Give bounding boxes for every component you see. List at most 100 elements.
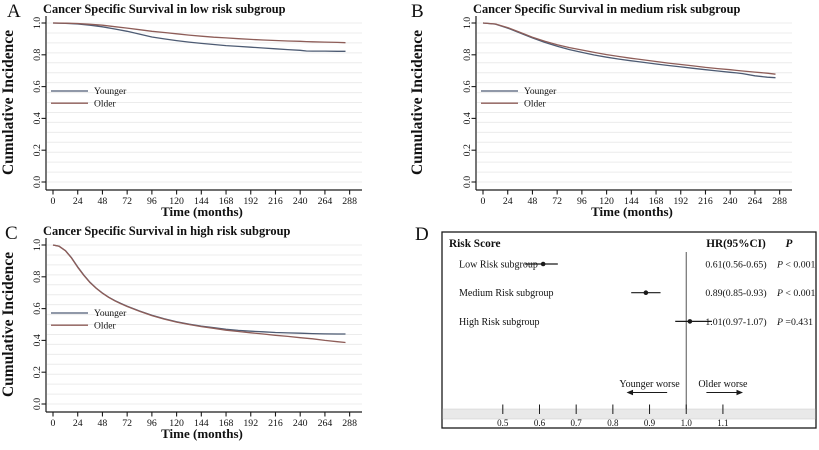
x-tick-label: 240 <box>293 196 308 207</box>
x-axis-title: Time (months) <box>161 204 243 219</box>
panel-b-letter: B <box>411 1 424 22</box>
y-tick-label: 0.8 <box>32 49 43 61</box>
annotation-left: Younger worse <box>619 379 680 390</box>
forest-plot: Risk Score HR(95%CI) P Low Risk subgroup 0.6… <box>441 231 817 429</box>
x-tick-label: 96 <box>577 196 587 207</box>
x-tick-label: 48 <box>98 196 108 207</box>
series-older <box>482 22 776 75</box>
y-tick-label: 0.6 <box>32 80 43 92</box>
y-tick-label: 0.4 <box>32 334 43 346</box>
x-axis-title: Time (months) <box>161 426 243 441</box>
x-tick-label: 216 <box>698 196 713 207</box>
y-tick-label: 0.4 <box>462 112 473 124</box>
x-tick-label: 168 <box>649 196 664 207</box>
x-tick-label: 24 <box>73 418 83 429</box>
x-tick-label: 120 <box>169 418 184 429</box>
axis-tick-label: 1.1 <box>717 418 728 428</box>
y-axis-title: Cumulative Incidence <box>0 30 17 175</box>
legend-label-older: Older <box>524 99 546 109</box>
chart-title: Cancer Specific Survival in low risk sub… <box>43 2 286 16</box>
survival-chart-high-risk: 0.0 0.2 0.4 0.6 0.8 1.0 0 24 48 72 96 120 144 168 192 2… <box>0 224 362 441</box>
y-tick-label: 0.2 <box>462 144 473 156</box>
legend-label-older: Older <box>94 321 116 331</box>
survival-chart-medium-risk: 0.0 0.2 0.4 0.6 0.8 1.0 0 24 48 72 96 120 144 168 192 2… <box>409 2 792 219</box>
x-tick-label: 216 <box>268 196 283 207</box>
x-tick-label: 144 <box>194 418 209 429</box>
hr-text: 0.61(0.56-0.65) <box>705 259 766 270</box>
legend-label-younger: Younger <box>94 87 127 97</box>
y-tick-label: 0.0 <box>32 398 43 410</box>
panel-d-letter: D <box>415 224 429 245</box>
p-text: P < 0.001 <box>776 288 816 299</box>
y-tick-label: 0.2 <box>32 144 43 156</box>
y-tick-label: 1.0 <box>462 17 473 29</box>
panel-c: C 0.0 0.2 0.4 0.6 0.8 1.0 0 24 48 72 96 120 144 168 19… <box>0 222 409 450</box>
row-label: Low Risk subgroup <box>459 259 538 270</box>
survival-chart-low-risk: 0.0 0.2 0.4 0.6 0.8 1.0 0 24 48 72 96 120 144 168 192 2… <box>0 2 362 219</box>
hr-marker <box>687 319 693 324</box>
row-label: Medium Risk subgroup <box>459 288 553 299</box>
axis-tick-label: 0.8 <box>607 418 619 428</box>
y-tick-label: 0.6 <box>32 302 43 314</box>
x-tick-label: 240 <box>723 196 738 207</box>
legend-label-younger: Younger <box>94 309 127 319</box>
hr-marker <box>643 290 649 295</box>
x-tick-label: 264 <box>318 196 333 207</box>
y-tick-label: 0.8 <box>462 49 473 61</box>
series-younger <box>482 22 776 79</box>
axis-tick-label: 0.7 <box>571 418 583 428</box>
y-tick-label: 0.0 <box>32 176 43 188</box>
y-tick-label: 1.0 <box>32 239 43 251</box>
panel-a-letter: A <box>7 1 21 22</box>
x-tick-label: 0 <box>51 418 56 429</box>
x-tick-label: 96 <box>147 196 157 207</box>
column-header-risk-score: Risk Score <box>449 238 501 250</box>
series-older <box>52 244 346 344</box>
axis-tick-label: 1.0 <box>681 418 693 428</box>
hr-text: 1.01(0.97-1.07) <box>705 317 766 328</box>
x-tick-label: 120 <box>169 196 184 207</box>
panel-b: B 0.0 0.2 0.4 0.6 0.8 1.0 0 24 48 72 96 120 144 168 19… <box>409 0 819 222</box>
chart-title: Cancer Specific Survival in high risk su… <box>43 224 291 238</box>
p-text: P =0.431 <box>776 317 813 328</box>
x-tick-label: 192 <box>243 196 258 207</box>
x-tick-label: 240 <box>293 418 308 429</box>
x-tick-label: 192 <box>673 196 688 207</box>
x-tick-label: 144 <box>624 196 639 207</box>
y-tick-label: 0.8 <box>32 271 43 283</box>
x-tick-label: 48 <box>98 418 108 429</box>
hr-marker <box>540 261 546 267</box>
column-header-p: P <box>786 238 793 250</box>
arrow-head-right-icon <box>736 389 743 396</box>
y-axis-title: Cumulative Incidence <box>409 30 426 175</box>
x-tick-label: 0 <box>51 196 56 207</box>
arrow-head-left-icon <box>626 389 634 396</box>
x-tick-label: 120 <box>599 196 614 207</box>
x-tick-label: 264 <box>318 418 333 429</box>
forest-frame <box>441 231 817 429</box>
y-tick-label: 0.6 <box>462 80 473 92</box>
x-tick-label: 288 <box>342 418 357 429</box>
legend-label-younger: Younger <box>524 87 557 97</box>
x-tick-label: 96 <box>147 418 157 429</box>
row-label: High Risk subgroup <box>459 317 540 328</box>
axis-tick-label: 0.6 <box>534 418 546 428</box>
y-tick-label: 0.0 <box>462 176 473 188</box>
series-older <box>52 22 346 44</box>
x-tick-label: 0 <box>481 196 486 207</box>
panel-c-letter: C <box>5 223 18 244</box>
legend-label-older: Older <box>94 99 116 109</box>
x-tick-label: 24 <box>73 196 83 207</box>
x-tick-label: 168 <box>219 196 234 207</box>
p-text: P < 0.001 <box>776 259 816 270</box>
hr-text: 0.89(0.85-0.93) <box>705 288 766 299</box>
y-tick-label: 0.2 <box>32 366 43 378</box>
x-tick-label: 24 <box>503 196 513 207</box>
x-tick-label: 216 <box>268 418 283 429</box>
x-tick-label: 72 <box>552 196 562 207</box>
y-axis-title: Cumulative Incidence <box>0 252 17 397</box>
x-tick-label: 144 <box>194 196 209 207</box>
x-tick-label: 288 <box>342 196 357 207</box>
y-tick-label: 0.4 <box>32 112 43 124</box>
